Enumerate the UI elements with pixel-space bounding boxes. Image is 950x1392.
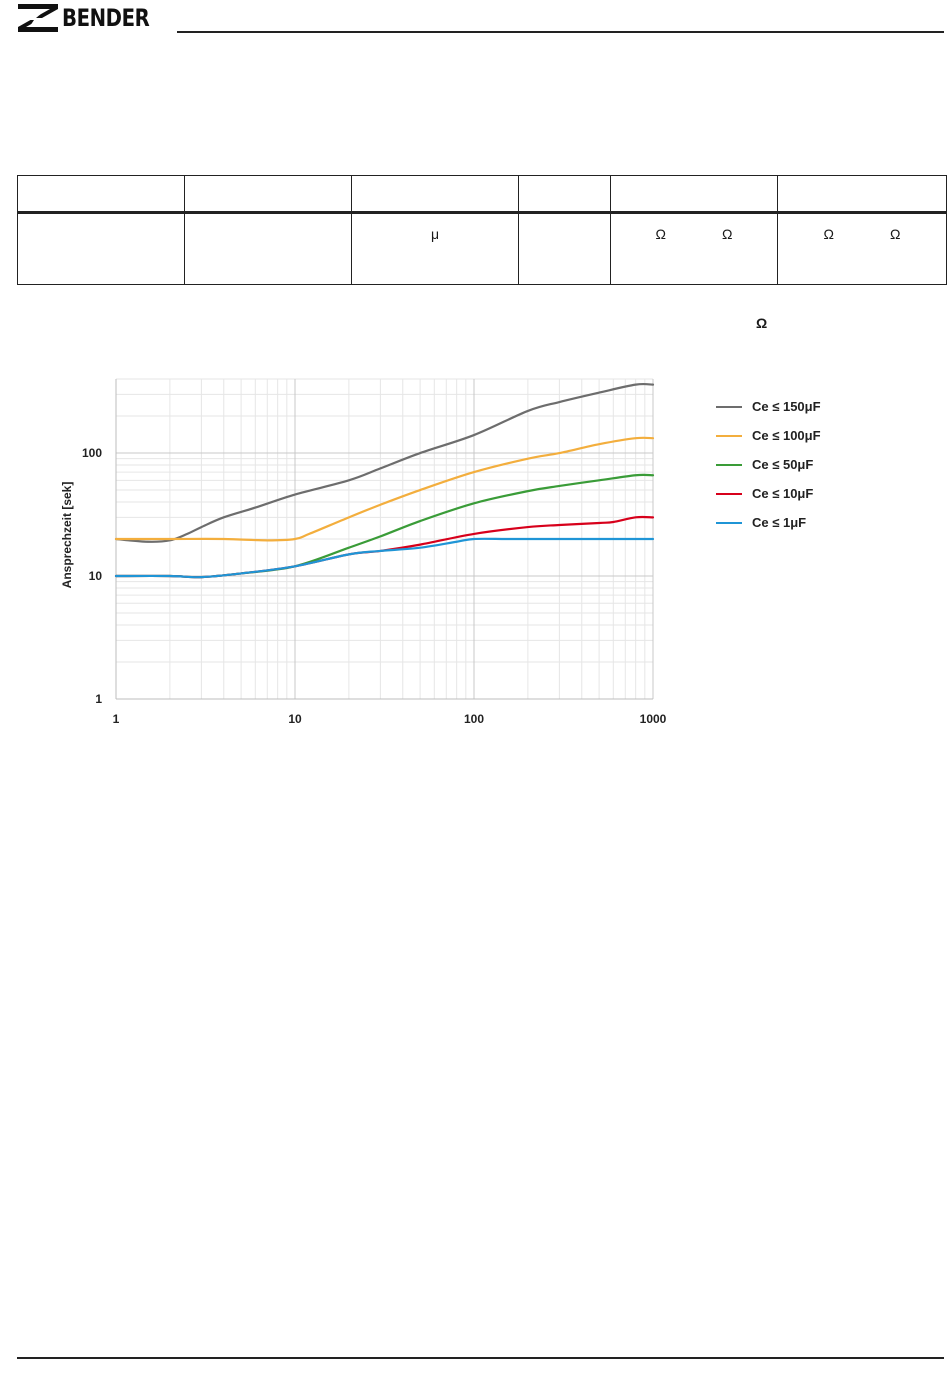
- mu-symbol: μ: [430, 226, 440, 242]
- series-line-3: [114, 515, 655, 579]
- legend-swatch: [716, 463, 742, 466]
- x-tick-label: 1: [113, 712, 120, 726]
- table-cell: [518, 212, 611, 285]
- bender-logo: BENDER: [18, 4, 169, 32]
- table-cell: [17, 212, 185, 285]
- table-header-cell: [351, 175, 519, 214]
- table-row: μ Ω Ω Ω Ω: [17, 212, 947, 285]
- legend-item: Ce ≤ 1μF: [716, 508, 916, 537]
- page-header: BENDER: [0, 0, 950, 40]
- x-tick-label: 1000: [640, 712, 667, 726]
- table-header-cell: [518, 175, 611, 214]
- ohm-symbol: Ω: [722, 226, 733, 242]
- table-header-cell: [777, 175, 947, 214]
- legend-swatch: [716, 492, 742, 495]
- table-cell-ohm: Ω Ω: [610, 212, 778, 285]
- legend-item: Ce ≤ 10μF: [716, 479, 916, 508]
- brand-name: BENDER: [62, 4, 150, 32]
- series-line-4: [114, 537, 655, 579]
- legend-item: Ce ≤ 150μF: [716, 392, 916, 421]
- legend-swatch: [716, 521, 742, 524]
- table-cell: [184, 212, 352, 285]
- table-header-cell: [17, 175, 185, 214]
- table-header-row: [17, 175, 947, 214]
- table-cell-mu: μ: [351, 212, 519, 285]
- series-line-1: [114, 436, 655, 542]
- chart-legend: Ce ≤ 150μF Ce ≤ 100μF Ce ≤ 50μF Ce ≤ 10μF Ce…: [716, 392, 916, 537]
- spec-table: μ Ω Ω Ω Ω: [17, 175, 947, 285]
- header-rule: [177, 31, 944, 33]
- response-time-chart: 1 10 100 1000 1 10 100 Ansprechzeit [sek]: [60, 378, 667, 726]
- series-line-0: [114, 382, 655, 543]
- table-cell-ohm: Ω Ω: [777, 212, 947, 285]
- legend-item: Ce ≤ 50μF: [716, 450, 916, 479]
- legend-label: Ce ≤ 50μF: [752, 457, 814, 472]
- ohm-symbol: Ω: [890, 226, 901, 242]
- x-tick-label: 10: [288, 712, 302, 726]
- footer-rule: [17, 1357, 944, 1359]
- bender-logo-icon: [18, 4, 58, 32]
- x-tick-label: 100: [464, 712, 484, 726]
- legend-label: Ce ≤ 1μF: [752, 515, 807, 530]
- y-tick-label: 100: [82, 446, 102, 460]
- legend-swatch: [716, 405, 742, 408]
- y-tick-label: 10: [89, 569, 103, 583]
- ohm-symbol: Ω: [823, 226, 834, 242]
- y-axis-label: Ansprechzeit [sek]: [60, 482, 74, 589]
- y-tick-label: 1: [95, 692, 102, 706]
- table-header-cell: [610, 175, 778, 214]
- legend-item: Ce ≤ 100μF: [716, 421, 916, 450]
- legend-label: Ce ≤ 100μF: [752, 428, 821, 443]
- legend-label: Ce ≤ 10μF: [752, 486, 814, 501]
- table-header-cell: [184, 175, 352, 214]
- legend-swatch: [716, 434, 742, 437]
- legend-label: Ce ≤ 150μF: [752, 399, 821, 414]
- ohm-note: Ω: [756, 315, 768, 331]
- ohm-symbol: Ω: [655, 226, 666, 242]
